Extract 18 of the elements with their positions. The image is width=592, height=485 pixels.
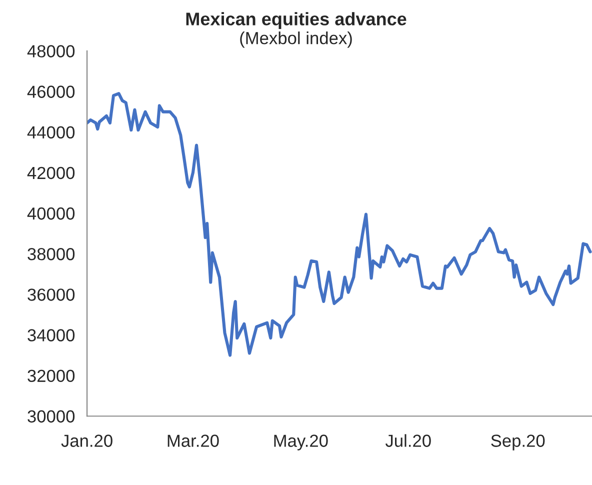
y-tick-label: 46000 [27, 86, 75, 98]
y-tick-label: 40000 [27, 207, 75, 220]
x-tick-label: Jul.20 [385, 434, 431, 447]
y-tick-label: 32000 [28, 370, 75, 382]
y-tick-label: 30000 [28, 410, 75, 423]
x-tick-label: May.20 [274, 434, 328, 450]
y-tick-label: 44000 [27, 126, 75, 139]
x-tick-label: Jan.20 [61, 434, 112, 447]
y-tick-label: 48000 [27, 45, 75, 58]
x-tick-label: Mar.20 [168, 434, 219, 447]
y-tick-label: 36000 [28, 288, 75, 301]
y-tick-label: 38000 [28, 248, 75, 260]
line-series [87, 92, 592, 357]
y-tick-label: 42000 [27, 166, 75, 180]
y-tick-label: 34000 [28, 329, 75, 342]
chart-title: Mexican equities advance [186, 12, 406, 29]
chart-subtitle: (Mexbol index) [240, 32, 352, 48]
x-tick-label: Sep.20 [491, 434, 545, 450]
